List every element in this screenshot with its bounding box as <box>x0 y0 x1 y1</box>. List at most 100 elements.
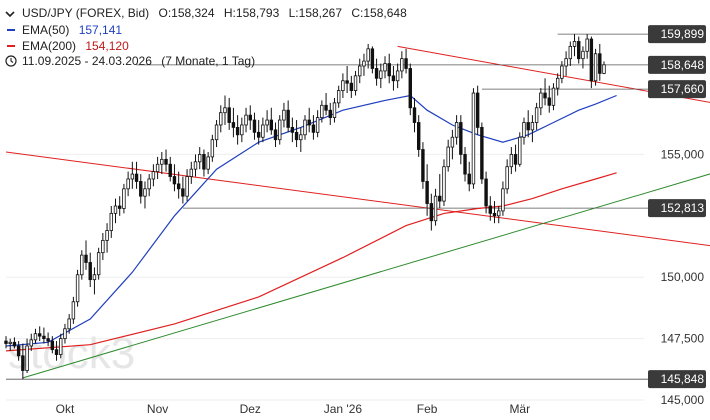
candle-body <box>189 168 194 177</box>
candlesticks <box>4 34 606 380</box>
candle-body <box>311 124 316 133</box>
candle-body <box>84 254 88 263</box>
candle-body <box>353 75 358 91</box>
candle-body <box>8 341 12 344</box>
candle-body <box>336 90 341 104</box>
legend-ema200: EMA(200) 154,120 <box>22 39 129 53</box>
candle-body <box>96 252 101 276</box>
candle-body <box>480 127 484 180</box>
candle-body <box>231 122 236 128</box>
level-price-tags: 159,899 158,648 157,660 152,813 145,848 <box>648 25 706 389</box>
candle-body <box>240 124 244 136</box>
candle-body <box>412 107 417 123</box>
candle-body <box>400 58 404 72</box>
level-tag-label: 159,899 <box>661 27 705 41</box>
candle-body <box>459 122 463 155</box>
candle-body <box>555 77 560 89</box>
candle-body <box>446 146 450 168</box>
y-tick-label: 147,500 <box>661 332 705 346</box>
candle-body <box>75 274 80 303</box>
candle-body <box>497 210 501 217</box>
candle-body <box>71 301 76 320</box>
candle-body <box>286 109 290 128</box>
candle-body <box>4 340 8 344</box>
candle-body <box>328 109 332 118</box>
close-value: 158,648 <box>363 6 407 20</box>
candle-body <box>551 87 556 106</box>
candle-body <box>59 338 63 355</box>
chart-legend: USD/JPY (FOREX, Bid) O:158,324 H:158,793… <box>5 6 407 68</box>
candle-body <box>282 109 286 121</box>
candle-body <box>543 92 547 99</box>
candle-body <box>248 114 252 121</box>
candle-body <box>408 68 412 109</box>
level-tag-label: 152,813 <box>661 201 705 215</box>
y-tick-label: 145,000 <box>661 393 705 407</box>
candle-body <box>202 154 206 170</box>
candle-body <box>105 230 109 241</box>
collapse-chevron-icon[interactable] <box>5 11 15 18</box>
candle-body <box>307 119 311 126</box>
candle-body <box>534 107 539 123</box>
candle-body <box>67 318 71 330</box>
candle-body <box>168 163 172 177</box>
candle-body <box>530 122 535 131</box>
x-tick-label: Mär <box>509 402 530 416</box>
candle-body <box>21 355 25 371</box>
period-note: (7 Monate, 1 Tag) <box>161 54 255 68</box>
high-value: 158,793 <box>236 6 280 20</box>
candle-body <box>421 149 425 182</box>
level-tag-box <box>648 370 706 389</box>
candle-body <box>387 63 391 77</box>
candle-body <box>235 127 240 136</box>
candle-body <box>126 178 130 190</box>
candle-body <box>404 58 408 69</box>
candle-body <box>581 50 585 60</box>
candle-body <box>475 92 480 128</box>
level-tag-box <box>648 25 706 44</box>
candle-body <box>526 122 530 131</box>
candle-body <box>63 328 67 340</box>
candle-body <box>484 178 488 207</box>
candle-body <box>467 173 471 185</box>
candle-body <box>88 262 92 281</box>
candle-body <box>198 154 202 163</box>
candle-body <box>362 60 366 67</box>
ema-series-line <box>5 172 617 352</box>
candle-body <box>193 161 198 170</box>
candle-body <box>572 41 577 47</box>
candle-body <box>219 112 223 126</box>
level-tag-box <box>648 55 706 74</box>
candle-body <box>547 97 551 106</box>
grid-lines <box>6 153 644 401</box>
y-tick-labels: 145,000 147,500 150,000 155,000 <box>661 147 705 407</box>
candle-body <box>256 131 261 138</box>
candle-body <box>176 183 181 190</box>
candle-body <box>261 124 265 138</box>
candle-body <box>117 205 122 209</box>
candle-body <box>139 181 143 197</box>
candle-body <box>155 163 160 173</box>
candle-body <box>122 188 126 209</box>
green-support-trendline <box>22 173 710 379</box>
candle-body <box>12 341 17 347</box>
candle-body <box>488 205 493 214</box>
candle-body <box>210 139 215 158</box>
ema-series-line <box>5 94 617 347</box>
candle-body <box>113 205 118 214</box>
candle-body <box>463 154 467 175</box>
candle-body <box>206 156 210 170</box>
instrument-label: USD/JPY (FOREX, Bid) <box>22 6 149 20</box>
candle-body <box>80 254 84 276</box>
candle-body <box>92 274 97 281</box>
ema50-label: EMA(50) <box>22 23 69 37</box>
candle-body <box>160 158 164 165</box>
candle-body <box>46 338 50 342</box>
candle-body <box>366 48 370 62</box>
candle-body <box>450 136 455 148</box>
candle-body <box>509 154 514 168</box>
candle-body <box>568 45 573 60</box>
level-tag-label: 145,848 <box>661 372 705 386</box>
candle-body <box>101 239 105 254</box>
